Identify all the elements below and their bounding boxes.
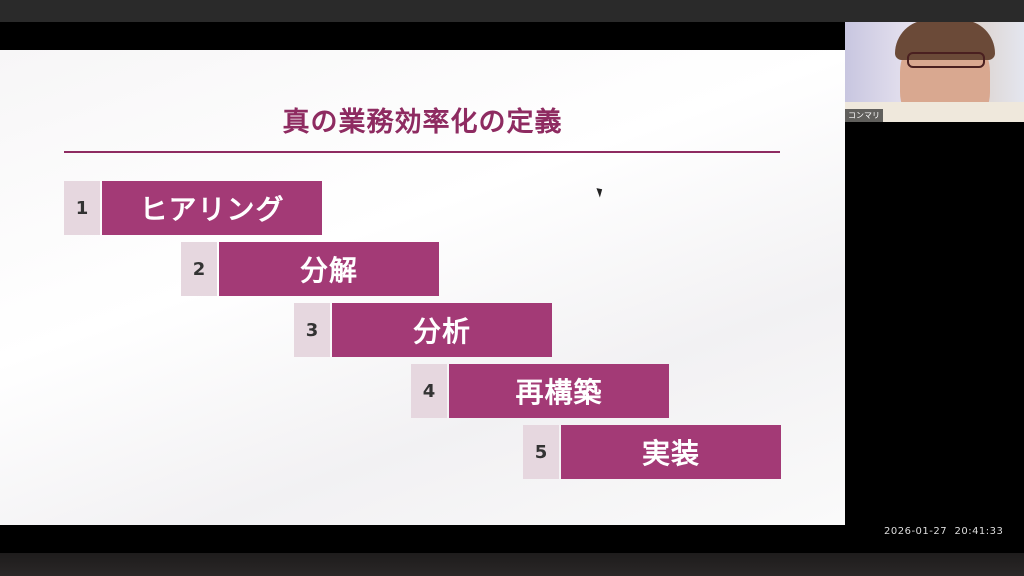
- presentation-slide: 真の業務効率化の定義 1 ヒアリング 2 分解 3 分析 4 再構築 5 実装: [0, 50, 845, 525]
- participant-name: コンマリ: [845, 109, 883, 122]
- mouse-cursor-icon: [596, 186, 605, 198]
- step-label: 実装: [561, 425, 781, 479]
- slide-title: 真の業務効率化の定義: [282, 107, 563, 138]
- step-number: 3: [294, 303, 330, 357]
- timestamp: 2026-01-27 20:41:33: [884, 526, 1004, 537]
- step-label: 分析: [332, 303, 552, 357]
- step-number: 4: [411, 364, 447, 418]
- bottom-bar: [0, 553, 1024, 576]
- step-number: 5: [523, 425, 559, 479]
- step-number: 2: [181, 242, 217, 296]
- participant-clothing: [845, 102, 1024, 122]
- step-label: 分解: [219, 242, 439, 296]
- top-bar: [0, 0, 1024, 22]
- step-label: ヒアリング: [102, 181, 322, 235]
- step-number: 1: [64, 181, 100, 235]
- step-label: 再構築: [449, 364, 669, 418]
- title-divider: [64, 151, 780, 153]
- participant-video[interactable]: コンマリ: [845, 22, 1024, 122]
- glasses: [907, 52, 985, 68]
